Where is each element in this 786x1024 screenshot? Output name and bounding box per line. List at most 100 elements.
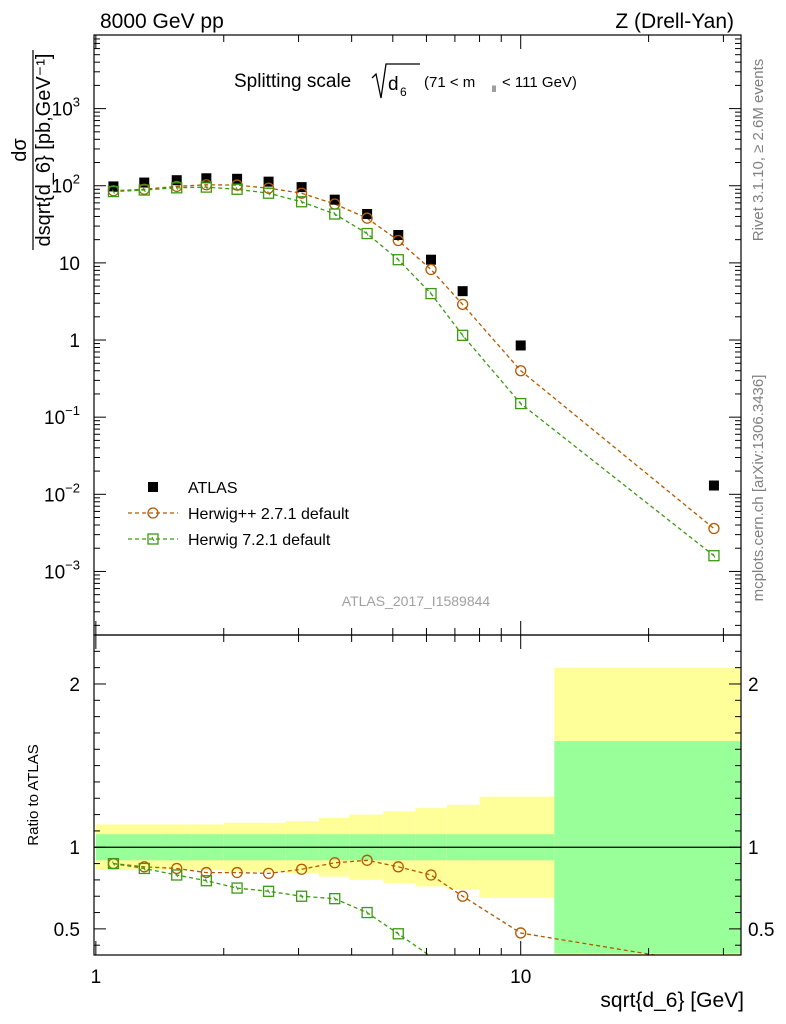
main-ytick-label-0: 10−3	[44, 557, 80, 583]
ratio-point-s1-2	[171, 862, 183, 875]
svg-text:dsqrt{d_6} [pb,GeV⁻¹]: dsqrt{d_6} [pb,GeV⁻¹]	[33, 54, 55, 247]
main-point-s1-9	[392, 234, 404, 247]
ratio-point-s2-2-box	[171, 869, 183, 881]
main-point-s1-8	[361, 212, 373, 224]
main-point-s1-13	[708, 522, 720, 535]
main-point-s2-5	[262, 187, 275, 199]
ratio-point-s2-9-box	[392, 928, 404, 940]
main-point-s2-12-tick	[519, 401, 523, 406]
mcplots-label: mcplots.cern.ch [arXiv:1306.3436]	[750, 375, 767, 602]
ratio-point-s2-5	[262, 885, 275, 897]
main-point-s1-10	[425, 263, 437, 276]
main-ytick-label-4: 10	[59, 254, 80, 275]
legend-marker-1	[147, 507, 159, 519]
main-point-s2-3-tick	[204, 184, 208, 190]
legend-marker-2-tick	[151, 536, 155, 542]
main-point-s1-12	[515, 365, 527, 377]
main-point-s2-11	[456, 329, 469, 341]
ratio-ytick-label-left-0: 0.5	[54, 920, 80, 941]
main-point-s2-8-tick	[365, 231, 369, 236]
main-x-ticks	[95, 35, 724, 635]
main-point-s0-11	[457, 286, 468, 297]
ratio-point-s1-9	[392, 861, 404, 873]
main-point-s2-5-tick	[267, 191, 271, 196]
main-line-series-2	[113, 186, 715, 557]
ratio-line-series-1	[113, 859, 659, 955]
x-tick-label-1: 10	[510, 967, 531, 988]
main-point-s0-1	[139, 177, 150, 188]
ratio-point-s2-5-box	[262, 885, 275, 897]
main-point-s2-12	[515, 397, 527, 410]
main-point-s2-10-tick	[429, 291, 433, 296]
ratio-point-s1-12	[515, 927, 527, 939]
ratio-point-s2-6-tick	[300, 894, 304, 899]
ratio-point-s2-4-tick	[235, 885, 239, 891]
ratio-ytick-label-right-2: 2	[748, 675, 759, 696]
main-ytick-label-1: 10−2	[44, 480, 80, 506]
main-point-s2-10	[425, 287, 437, 300]
ratio-point-s2-9-tick	[396, 931, 400, 936]
header-left: 8000 GeV pp	[100, 10, 224, 33]
legend-label-0: ATLAS	[188, 480, 238, 497]
ratio-point-s1-6	[295, 863, 308, 875]
main-point-s2-0-box	[107, 185, 120, 198]
main-point-s2-12-box	[515, 397, 527, 410]
ratio-point-s2-0-box	[107, 857, 120, 870]
ratio-point-s2-0-tick	[111, 861, 115, 866]
header-right: Z (Drell-Yan)	[615, 10, 734, 33]
main-point-s2-11-box	[456, 329, 469, 341]
x-axis-label: sqrt{d_6} [GeV]	[600, 989, 744, 1012]
main-point-s2-6-box	[295, 196, 308, 208]
ratio-point-s2-8-tick	[365, 910, 369, 915]
main-point-s2-4-box	[231, 183, 243, 195]
main-point-s2-6-tick	[300, 199, 304, 204]
ratio-point-s2-9	[392, 928, 404, 940]
title-prefix: Splitting scale	[234, 71, 351, 92]
ratio-point-s2-5-tick	[267, 889, 271, 894]
legend-label-2: Herwig 7.2.1 default	[188, 532, 331, 549]
analysis-watermark: ATLAS_2017_I1589844	[342, 593, 491, 609]
ratio-point-s2-6-box	[295, 890, 308, 902]
ratio-ytick-label-left-2: 2	[69, 675, 80, 696]
ratio-point-s1-5	[262, 867, 275, 880]
ratio-point-s2-7-box	[329, 893, 341, 905]
ratio-point-s2-0	[107, 857, 120, 870]
main-line-series-1	[113, 184, 715, 530]
ratio-point-s2-4	[231, 882, 243, 894]
ratio-ticks: 1 10 0.5 0.5 1 1 2 2	[54, 635, 774, 988]
ratio-points	[107, 854, 527, 940]
ratio-point-s2-2	[171, 869, 183, 881]
title-sqrt-sub: 6	[400, 85, 407, 99]
ratio-point-s1-8	[361, 854, 373, 866]
main-point-s2-11-tick	[461, 333, 465, 338]
main-point-s2-7-tick	[333, 211, 337, 217]
legend: ATLAS Herwig++ 2.7.1 default Herwig 7.2.1 …	[128, 480, 350, 549]
main-point-s0-10	[426, 254, 437, 265]
main-point-s2-4	[231, 183, 243, 195]
main-point-s0-2	[171, 175, 182, 186]
main-y-ticks: 10−3 10−2 10−1 1 10 102 103	[44, 34, 741, 626]
ratio-point-s2-1	[138, 862, 150, 875]
main-point-s2-8	[361, 227, 373, 240]
ratio-point-s2-3-box	[200, 875, 212, 887]
ratio-point-s1-10	[425, 869, 437, 881]
main-point-s0-3	[201, 173, 212, 184]
main-point-s2-10-box	[425, 287, 437, 300]
main-point-s2-2	[171, 182, 183, 194]
sqrt-sign-icon	[371, 63, 420, 99]
main-point-s2-9-box	[392, 254, 404, 266]
svg-text:dσ: dσ	[9, 138, 31, 162]
main-point-s0-4	[232, 173, 243, 184]
main-point-s2-1	[138, 184, 150, 196]
main-ytick-label-3: 1	[69, 331, 80, 352]
title-range-sub: ll	[492, 84, 496, 94]
title-range-close: < 111 GeV)	[502, 74, 577, 91]
main-point-s2-7	[329, 208, 341, 220]
rivet-label: Rivet 3.1.10, ≥ 2.6M events	[750, 59, 767, 242]
ratio-panel: 1 10 0.5 0.5 1 1 2 2	[54, 634, 774, 988]
main-ytick-label-5: 102	[52, 172, 80, 198]
main-point-s1-11	[456, 298, 469, 311]
main-point-s2-13-tick	[712, 553, 716, 558]
ratio-point-s2-2-tick	[175, 872, 179, 878]
